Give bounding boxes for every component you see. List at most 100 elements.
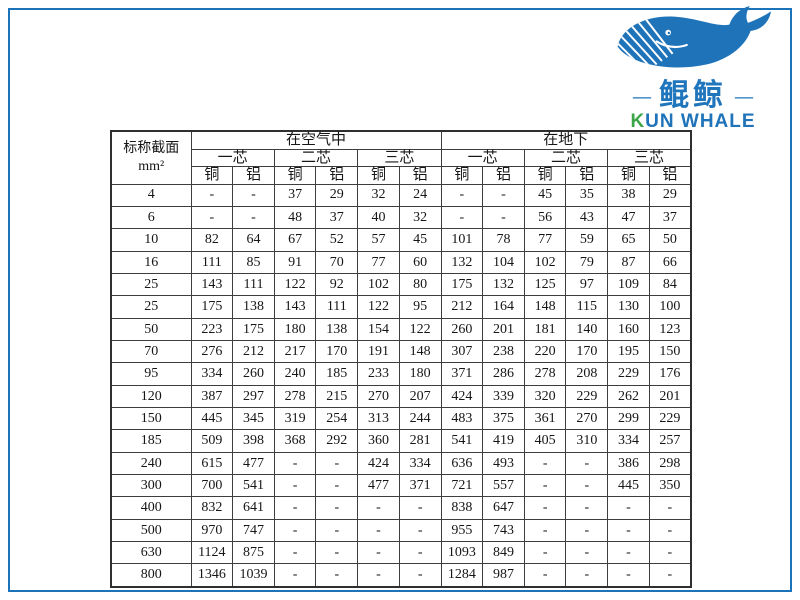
value-cell: 45 [398,228,442,252]
material-header: 铝 [482,166,525,185]
value-cell: 371 [440,362,484,386]
value-cell: 85 [232,250,275,274]
ampacity-table: 标称截面 mm² 在空气中 在地下 一芯 二芯 三芯 一芯 二芯 三芯 铜 铝 [110,130,692,588]
value-cell: 100 [648,295,692,319]
value-cell: - [315,496,359,520]
material-header: 铜 [523,166,567,185]
material-header: 铜 [357,166,400,185]
value-cell: - [357,563,400,588]
value-cell: 320 [523,384,567,408]
value-cell: 229 [565,384,609,408]
size-cell: 500 [110,518,192,543]
value-cell: - [482,183,525,207]
value-cell: 138 [232,295,275,319]
value-cell: 67 [273,228,317,252]
value-cell: 52 [315,228,359,252]
value-cell: 1346 [190,563,234,588]
table-row: 25 175 138 143 111 122 95 212 164 148 115 130 100 [110,295,692,319]
value-cell: 35 [565,183,609,207]
value-cell: 37 [273,183,317,207]
size-cell: 25 [110,295,192,319]
value-cell: 122 [398,317,442,341]
value-cell: 334 [607,429,650,453]
value-cell: 102 [357,272,400,297]
value-cell: 154 [357,317,400,341]
value-cell: - [482,205,525,230]
value-cell: 70 [315,250,359,274]
value-cell: 278 [523,362,567,386]
value-cell: 257 [648,429,692,453]
value-cell: 115 [565,295,609,319]
value-cell: 483 [440,406,484,431]
table-row: 630 1124 875- - - -1093 849- - - - [110,540,692,565]
value-cell: - [648,518,692,543]
value-cell: 292 [315,429,359,453]
value-cell: 181 [523,317,567,341]
value-cell: - [648,563,692,588]
table-row: 95 334 260 240 185 233 180 371 286 278 208 229 176 [110,362,692,386]
value-cell: 299 [607,406,650,431]
size-cell: 10 [110,228,192,252]
value-cell: 87 [607,250,650,274]
value-cell: 493 [482,451,525,475]
material-header: 铝 [232,166,275,185]
core-header: 三芯 [357,148,442,167]
value-cell: - [273,451,317,475]
value-cell: 297 [232,384,275,408]
size-cell: 16 [110,250,192,274]
table-row: 400 832 641- - - -838 647- - - - [110,496,692,520]
value-cell: 212 [232,339,275,364]
value-cell: 398 [232,429,275,453]
value-cell: 160 [607,317,650,341]
value-cell: - [523,518,567,543]
value-cell: 38 [607,183,650,207]
ampacity-table-wrap: 标称截面 mm² 在空气中 在地下 一芯 二芯 三芯 一芯 二芯 三芯 铜 铝 [110,130,692,588]
core-header: 二芯 [273,148,359,167]
value-cell: 424 [440,384,484,408]
value-cell: - [565,496,609,520]
value-cell: 175 [440,272,484,297]
value-cell: 386 [607,451,650,475]
value-cell: 37 [315,205,359,230]
table-row: 4- -37 29 32 24- -45 35 38 29 [110,183,692,207]
value-cell: 201 [648,384,692,408]
value-cell: - [607,563,650,588]
table-row: 6- -48 37 40 32- -56 43 47 37 [110,205,692,230]
corner-header-line1: 标称截面 [123,141,180,157]
value-cell: 208 [565,362,609,386]
material-header: 铝 [315,166,359,185]
value-cell: - [315,451,359,475]
value-cell: 721 [440,473,484,498]
value-cell: 207 [398,384,442,408]
value-cell: - [523,496,567,520]
value-cell: 360 [357,429,400,453]
value-cell: 955 [440,518,484,543]
table-row: 500 970 747- - - -955 743- - - - [110,518,692,543]
material-header: 铝 [565,166,609,185]
core-header: 一芯 [440,148,525,167]
size-cell: 6 [110,205,192,230]
value-cell: 29 [648,183,692,207]
value-cell: 78 [482,228,525,252]
value-cell: 1093 [440,540,484,565]
value-cell: 56 [523,205,567,230]
value-cell: 615 [190,451,234,475]
value-cell: 313 [357,406,400,431]
size-cell: 630 [110,540,192,565]
value-cell: 445 [190,406,234,431]
value-cell: 307 [440,339,484,364]
value-cell: 84 [648,272,692,297]
value-cell: 185 [315,362,359,386]
value-cell: - [523,473,567,498]
core-header: 三芯 [607,148,692,167]
table-row: 10 82 64 67 52 57 45 101 78 77 59 65 50 [110,228,692,252]
value-cell: 240 [273,362,317,386]
table-row: 300 700 541- -477 371 721 557- -445 350 [110,473,692,498]
value-cell: 104 [482,250,525,274]
table-row: 150 445 345 319 254 313 244 483 375 361 270 299 229 [110,406,692,431]
value-cell: 229 [607,362,650,386]
value-cell: - [398,496,442,520]
table-row: 70 276 212 217 170 191 148 307 238 220 170 195 150 [110,339,692,364]
brand-rest: UN WHALE [645,110,756,132]
value-cell: 43 [565,205,609,230]
